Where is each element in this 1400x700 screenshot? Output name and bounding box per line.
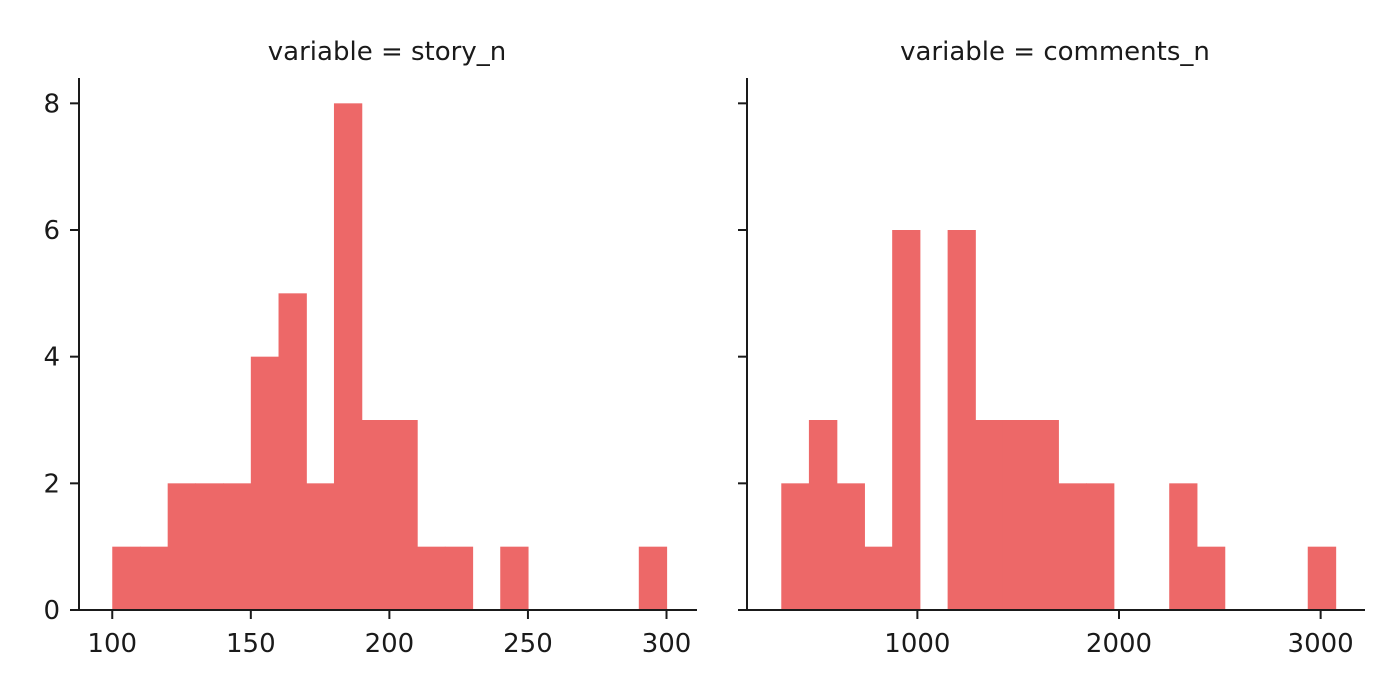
histogram-bar: [139, 546, 169, 610]
histogram-panel-comments-n: variable = comments_n 1000 2000 3000: [738, 37, 1365, 659]
histogram-bar: [892, 230, 921, 610]
histogram-bar: [864, 546, 893, 610]
panel-title: variable = story_n: [268, 37, 506, 67]
y-tick-label: 8: [43, 89, 60, 119]
ticks-group: 100 150 200 250 300 0 2 4 6 8: [43, 89, 691, 659]
histogram-bar: [1086, 483, 1115, 610]
x-tick-label: 300: [642, 629, 692, 659]
histogram-bar: [1002, 420, 1032, 610]
histogram-panel-story-n: variable = story_n 100 150 200 250 300 0 2 4 6 8: [43, 37, 697, 659]
x-tick-label: 150: [226, 629, 276, 659]
y-tick-label: 6: [43, 216, 60, 246]
histogram-bar: [223, 483, 252, 610]
bars-group: [112, 103, 668, 610]
histogram-bar: [1169, 483, 1198, 610]
histogram-bar: [836, 483, 865, 610]
panel-title: variable = comments_n: [900, 37, 1210, 67]
histogram-bar: [278, 293, 307, 610]
histogram-bar: [1030, 420, 1059, 610]
histogram-bar: [808, 420, 838, 610]
histogram-bar: [361, 420, 390, 610]
x-tick-label: 3000: [1288, 629, 1354, 659]
x-tick-label: 200: [365, 629, 415, 659]
ticks-group: 1000 2000 3000: [738, 102, 1354, 659]
histogram-bar: [389, 420, 418, 610]
y-tick-label: 4: [43, 343, 60, 373]
y-tick-label: 0: [43, 596, 60, 626]
histogram-bar: [1058, 483, 1087, 610]
x-tick-label: 1000: [884, 629, 950, 659]
x-tick-label: 2000: [1086, 629, 1152, 659]
histogram-bar: [444, 546, 474, 610]
histogram-bar: [781, 483, 810, 610]
histogram-bar: [500, 546, 529, 610]
histogram-bar: [333, 103, 363, 610]
histogram-bar: [1196, 546, 1226, 610]
histogram-bar: [195, 483, 224, 610]
bars-group: [781, 230, 1337, 610]
histogram-bar: [167, 483, 196, 610]
histogram-bar: [250, 356, 280, 610]
histogram-bar: [638, 546, 668, 610]
histogram-bar: [975, 420, 1004, 610]
histogram-bar: [112, 546, 141, 610]
histogram-bar: [306, 483, 335, 610]
histogram-bar: [947, 230, 976, 610]
x-tick-label: 100: [87, 629, 137, 659]
histogram-bar: [417, 546, 446, 610]
x-tick-label: 250: [503, 629, 553, 659]
histogram-bar: [1307, 546, 1337, 610]
y-tick-label: 2: [43, 469, 60, 499]
